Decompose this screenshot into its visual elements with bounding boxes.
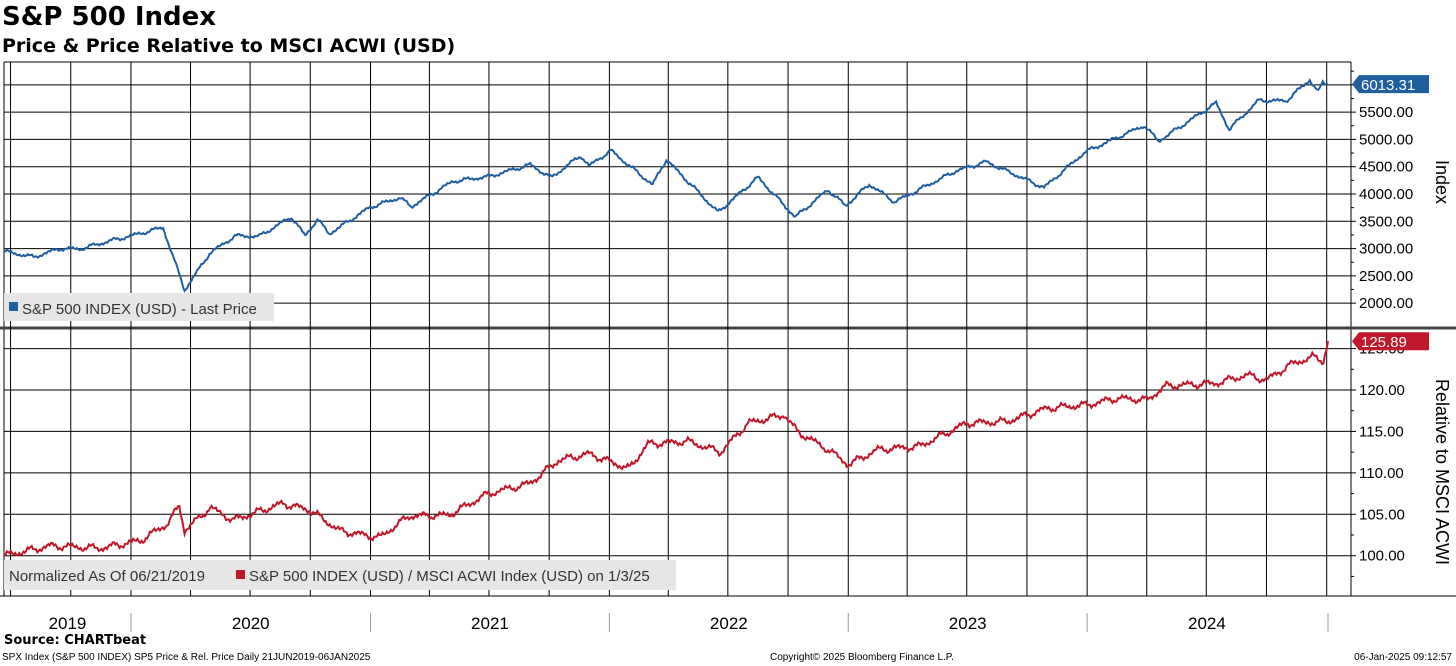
upper-last-value-tag: 6013.31	[1352, 75, 1429, 94]
y-tick-label: 4000.00	[1359, 186, 1413, 203]
upper-legend-box	[4, 293, 274, 321]
y-tick-label: 110.00	[1359, 465, 1404, 482]
lower-legend-label: S&P 500 INDEX (USD) / MSCI ACWI Index (U…	[249, 568, 650, 585]
y-tick-label: 4500.00	[1359, 159, 1413, 176]
lower-last-value-tag: 125.89	[1352, 332, 1429, 351]
y-tick-label: 120.00	[1359, 382, 1405, 399]
upper-last-value-text: 6013.31	[1361, 77, 1415, 94]
x-year-label: 2022	[710, 614, 748, 633]
x-year-label: 2021	[471, 614, 509, 633]
y-tick-label: 3500.00	[1359, 213, 1413, 230]
x-year-label: 2020	[232, 614, 270, 633]
lower-legend-box	[4, 560, 676, 590]
footer-copyright: Copyright© 2025 Bloomberg Finance L.P.	[770, 652, 954, 663]
footer-timestamp: 06-Jan-2025 09:12:57	[1354, 652, 1452, 663]
lower-axis-label: Relative to MSCI ACWI	[1432, 379, 1452, 565]
y-tick-label: 3000.00	[1359, 241, 1413, 258]
grid-lines	[0, 61, 1456, 597]
y-tick-label: 100.00	[1359, 548, 1405, 565]
x-year-labels: 2019 2020 2021 2022 2023 2024	[49, 613, 1329, 633]
y-tick-label: 105.00	[1359, 506, 1405, 523]
lower-legend-swatch	[236, 570, 245, 579]
upper-axis-label: Index	[1432, 160, 1452, 204]
footer-series-info: SPX Index (S&P 500 INDEX) SP5 Price & Re…	[2, 652, 371, 663]
lower-last-value-text: 125.89	[1361, 334, 1407, 351]
y-tick-label: 5000.00	[1359, 131, 1413, 148]
lower-legend-note: Normalized As Of 06/21/2019	[9, 568, 205, 585]
source-label: Source: CHARTbeat	[4, 633, 147, 648]
y-tick-label: 2500.00	[1359, 268, 1413, 285]
upper-y-ticks: 2000.00 2500.00 3000.00 3500.00 4000.00 4500.…	[1351, 70, 1413, 312]
chart-title: S&P 500 Index	[2, 2, 217, 32]
y-tick-label: 2000.00	[1359, 295, 1413, 312]
price-series-line	[3, 78, 1329, 293]
x-year-label: 2024	[1188, 614, 1226, 633]
upper-legend-label: S&P 500 INDEX (USD) - Last Price	[22, 301, 257, 318]
chart-subtitle: Price & Price Relative to MSCI ACWI (USD…	[2, 35, 456, 57]
x-year-label: 2019	[49, 614, 87, 633]
y-tick-label: 115.00	[1359, 423, 1404, 440]
y-tick-label: 5500.00	[1359, 104, 1413, 121]
relative-series-line	[3, 341, 1329, 557]
x-year-label: 2023	[949, 614, 987, 633]
chart-canvas: S&P 500 INDEX (USD) - Last Price Normali…	[0, 61, 1456, 633]
upper-legend-swatch	[9, 302, 18, 311]
